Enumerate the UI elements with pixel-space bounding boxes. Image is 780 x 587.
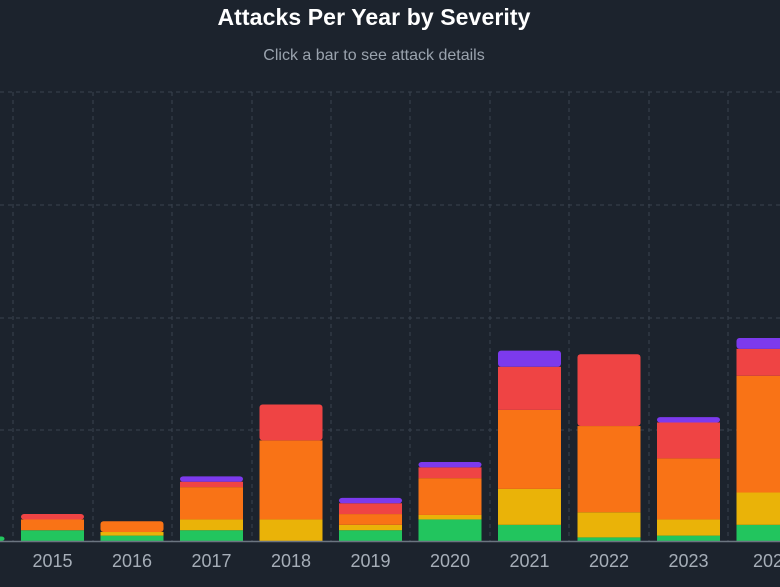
bar-segment-medium[interactable] [339, 524, 402, 531]
x-tick-label: 2017 [191, 551, 231, 571]
bar-2019[interactable] [339, 497, 402, 541]
bar-segment-high[interactable] [657, 458, 720, 520]
bar-segment-high[interactable] [21, 519, 84, 531]
bar-segment-low[interactable] [100, 535, 164, 541]
bar-segment-low[interactable] [21, 530, 84, 541]
bar-segment-medium[interactable] [259, 519, 323, 541]
x-tick-label: 2015 [32, 551, 72, 571]
x-tick-label: 2019 [350, 551, 390, 571]
bar-2014[interactable] [0, 536, 5, 541]
bar-segment-medium[interactable] [418, 514, 482, 520]
bar-segment-high[interactable] [259, 440, 323, 520]
bar-segment-low[interactable] [339, 530, 402, 541]
bar-segment-critical[interactable] [418, 467, 482, 479]
x-tick-label: 2022 [589, 551, 629, 571]
bar-segment-severe[interactable] [657, 417, 720, 423]
bar-segment-high[interactable] [180, 487, 243, 520]
bar-segment-high[interactable] [418, 478, 482, 515]
bar-2017[interactable] [180, 476, 243, 541]
bar-segment-critical[interactable] [577, 354, 641, 427]
chart-subtitle: Click a bar to see attack details [263, 47, 485, 64]
x-tick-label: 2016 [112, 551, 152, 571]
bar-segment-medium[interactable] [100, 532, 164, 536]
x-tick-label: 2023 [668, 551, 708, 571]
bar-segment-critical[interactable] [339, 503, 402, 515]
bar-2021[interactable] [498, 350, 561, 541]
bar-segment-critical[interactable] [657, 422, 720, 459]
bar-segment-low[interactable] [657, 535, 720, 541]
bar-segment-severe[interactable] [180, 476, 243, 482]
bar-segment-critical[interactable] [736, 348, 780, 376]
bar-segment-medium[interactable] [498, 488, 561, 525]
bar-segment-high[interactable] [100, 521, 164, 533]
chart-title: Attacks Per Year by Severity [217, 4, 531, 30]
bar-segment-medium[interactable] [180, 519, 243, 531]
bar-2015[interactable] [21, 514, 84, 541]
bar-segment-high[interactable] [577, 426, 641, 513]
bar-2020[interactable] [418, 461, 482, 541]
bar-2018[interactable] [259, 404, 323, 541]
bar-segment-medium[interactable] [736, 492, 780, 525]
bar-segment-high[interactable] [339, 514, 402, 525]
x-tick-label: 2021 [509, 551, 549, 571]
bar-segment-low[interactable] [418, 519, 482, 541]
bar-segment-low[interactable] [577, 537, 641, 541]
bar-segment-severe[interactable] [339, 497, 402, 504]
bar-segment-severe[interactable] [736, 338, 780, 349]
bar-segment-severe[interactable] [498, 350, 561, 367]
x-tick-label: 2018 [271, 551, 311, 571]
bar-segment-medium[interactable] [577, 512, 641, 538]
bar-group [0, 338, 780, 541]
bar-segment-high[interactable] [736, 375, 780, 493]
bar-segment-low[interactable] [498, 524, 561, 541]
x-tick-label: 2020 [430, 551, 470, 571]
bar-segment-severe[interactable] [418, 461, 482, 468]
bar-2024[interactable] [736, 338, 780, 541]
x-axis-ticks: 2015 2016 2017 2018 2019 2020 2021 2022 2023 202 [32, 551, 780, 571]
bar-segment-low[interactable] [736, 524, 780, 541]
bar-2022[interactable] [577, 354, 641, 541]
bar-segment-critical[interactable] [498, 366, 561, 410]
bar-segment-critical[interactable] [21, 514, 84, 520]
bar-segment-critical[interactable] [259, 404, 323, 441]
bar-segment-high[interactable] [498, 409, 561, 489]
x-tick-label: 202 [753, 551, 780, 571]
bar-segment-critical[interactable] [180, 481, 243, 488]
grid-lines [0, 91, 780, 541]
bar-2023[interactable] [657, 417, 720, 541]
bar-segment-low[interactable] [0, 536, 5, 541]
bar-segment-low[interactable] [180, 530, 243, 541]
bar-2016[interactable] [100, 521, 164, 541]
bar-segment-medium[interactable] [657, 519, 720, 536]
